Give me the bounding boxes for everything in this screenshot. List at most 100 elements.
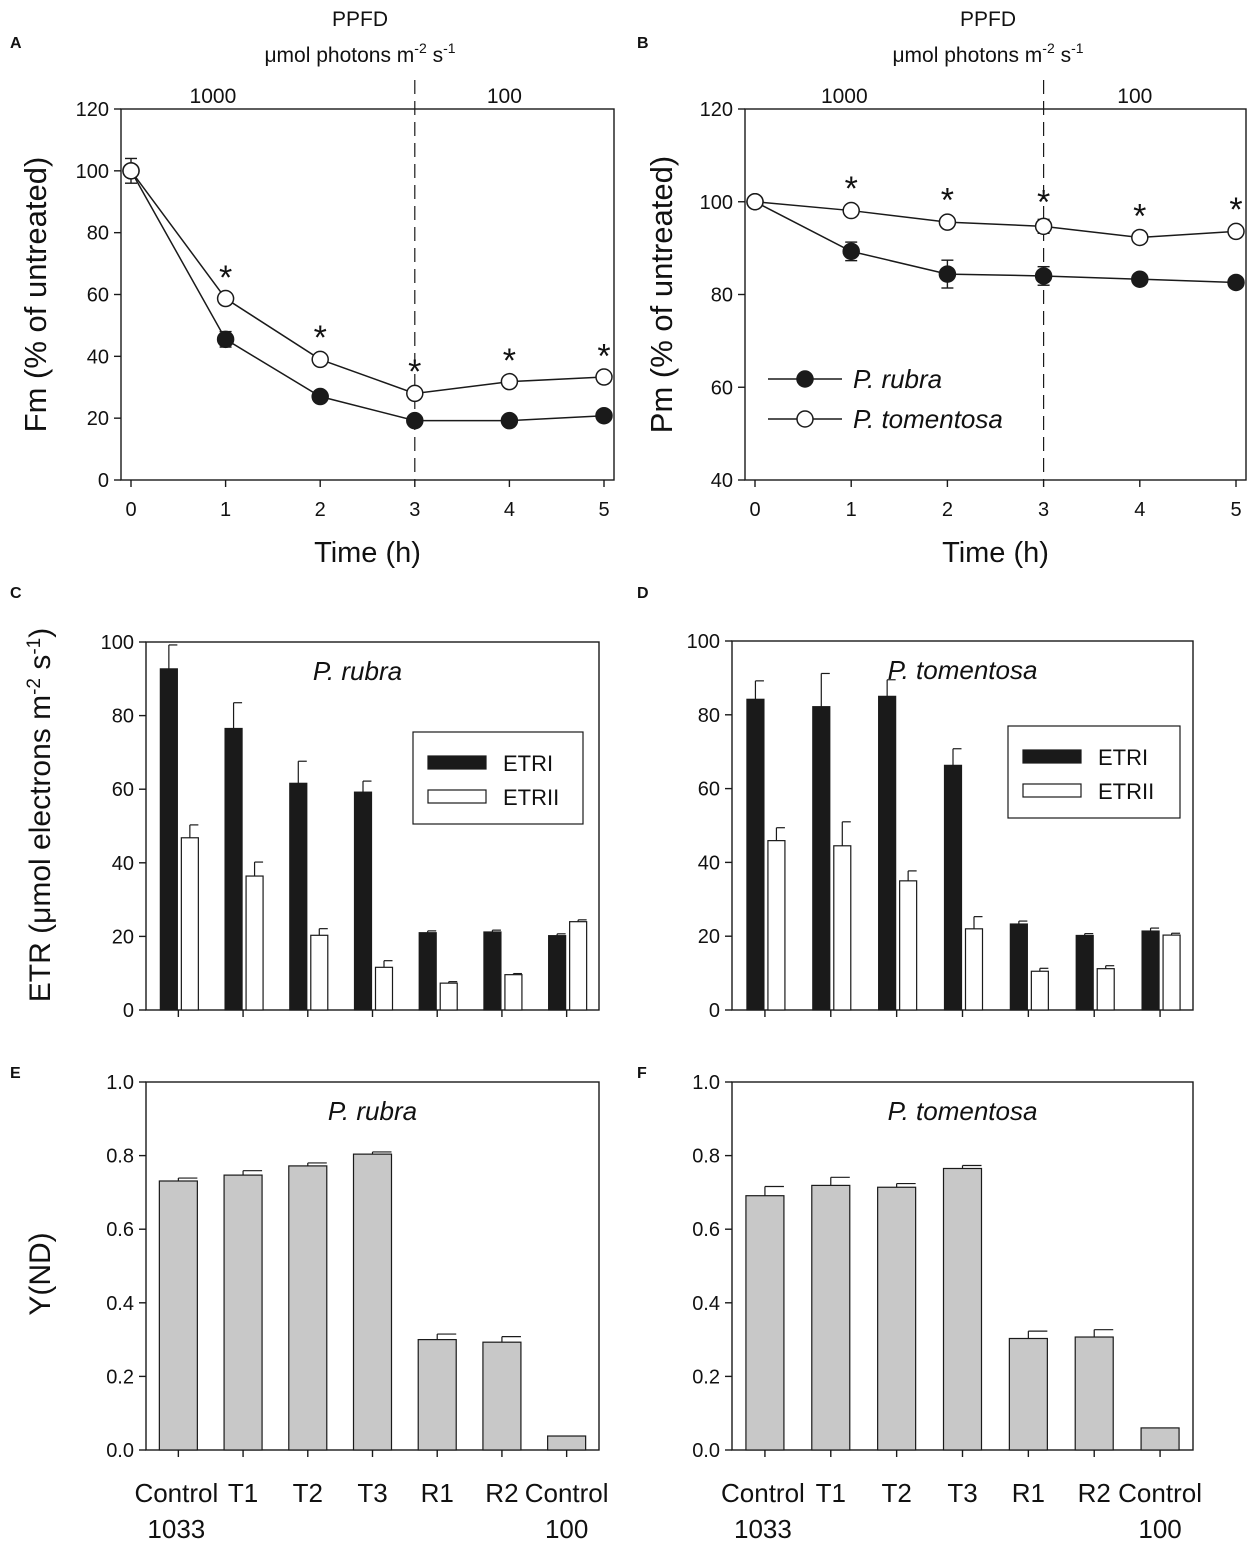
category-label: T1	[228, 1478, 258, 1508]
bar	[767, 840, 786, 1011]
y-tick-label: 80	[711, 285, 733, 307]
chart-panel-c: 0 20 40 60 80 100 P. rubra ETRI ETRII	[101, 632, 600, 1022]
y-tick-label: 0.0	[692, 1440, 720, 1462]
y-tick-label: 0.8	[106, 1146, 134, 1168]
bar	[877, 1186, 917, 1451]
category-label: Control	[525, 1478, 609, 1508]
data-point	[938, 265, 957, 283]
ppfd-header-b: PPFD μmol photons m-2 s-1 1000 100	[821, 8, 1152, 108]
y-tick-label: 1.0	[692, 1072, 720, 1094]
panel-label-d: D	[637, 585, 649, 602]
y-tick-label: 0	[98, 470, 109, 492]
data-point	[216, 330, 235, 349]
category-label: 100	[1138, 1514, 1181, 1544]
ppfd-title: PPFD	[332, 8, 388, 31]
y-tick-label: 0	[123, 1000, 134, 1022]
data-point	[938, 213, 957, 231]
legend-swatch	[427, 755, 487, 770]
y-tick-label: 120	[76, 99, 109, 121]
bar	[418, 932, 437, 1011]
y-tick-label: 60	[711, 377, 733, 399]
significance-star: *	[219, 259, 232, 297]
ppfd-header-a: PPFD μmol photons m-2 s-1 1000 100	[190, 8, 522, 108]
bar	[417, 1338, 457, 1451]
y-tick-label: 0	[709, 1000, 720, 1022]
data-point	[595, 368, 613, 386]
panel-label-e: E	[10, 1065, 21, 1082]
series-p-tomentosa	[122, 157, 613, 403]
category-label: Control	[721, 1478, 805, 1508]
legend: ETRI ETRII	[412, 731, 584, 825]
plot-frame-d	[731, 640, 1194, 1011]
bar	[159, 668, 178, 1011]
etr-close: )	[24, 628, 57, 638]
series-y-nd-	[158, 1151, 587, 1451]
y-tick-label: 40	[698, 852, 720, 874]
y-tick-label: 0.4	[106, 1293, 134, 1315]
bar	[942, 1167, 983, 1451]
legend-label: ETRII	[503, 785, 559, 810]
chart-panel-f: 0.0 0.2 0.4 0.6 0.8 1.0 P. tomentosa Control 103…	[692, 1072, 1202, 1544]
ppfd-title: PPFD	[960, 8, 1016, 31]
bar	[1074, 1336, 1114, 1451]
x-tick-label: 5	[598, 499, 609, 521]
panel-label-f: F	[637, 1065, 647, 1082]
y-tick-label: 0.2	[692, 1366, 720, 1388]
y-tick-label: 0.0	[106, 1440, 134, 1462]
bar	[158, 1180, 198, 1451]
series-p-tomentosa	[746, 193, 1245, 247]
chart-panel-a: 0 20 40 60 80 100 120 0 1 2 3 4 5 Time (h) Fm (% of un…	[18, 80, 615, 569]
etr-mid: s	[24, 655, 57, 678]
ppfd-level-low: 100	[487, 85, 522, 108]
y-axis-label: Fm (% of untreated)	[18, 157, 53, 433]
ppfd-units: μmol photons m-2 s-1	[264, 40, 455, 67]
ppfd-units-sup: -2	[414, 40, 427, 56]
y-tick-label: 0.6	[106, 1219, 134, 1241]
panel-label-b: B	[637, 35, 649, 52]
y-tick-label: 100	[101, 632, 134, 654]
y-tick-label: 120	[700, 99, 733, 121]
legend-box	[412, 731, 584, 825]
category-label: T3	[947, 1478, 977, 1508]
bar	[289, 782, 308, 1011]
y-tick-label: 0.8	[692, 1146, 720, 1168]
series-line	[130, 170, 605, 422]
bar	[224, 727, 243, 1011]
bar	[964, 928, 984, 1011]
data-point	[842, 242, 860, 261]
series-line	[130, 170, 605, 395]
ppfd-level-high: 1000	[190, 85, 237, 108]
chart-panel-e: 0.0 0.2 0.4 0.6 0.8 1.0 P. rubra Y(ND) Control 10…	[24, 1072, 609, 1544]
x-tick-label: 4	[504, 499, 515, 521]
significance-star: *	[314, 319, 327, 357]
bar	[745, 1195, 785, 1451]
data-point	[311, 350, 329, 369]
x-tick-label: 1	[846, 499, 857, 521]
bar	[180, 837, 199, 1011]
bar	[1030, 970, 1049, 1011]
bar	[504, 974, 523, 1011]
plot-frame-c	[145, 641, 600, 1011]
ppfd-units: μmol photons m-2 s-1	[892, 40, 1083, 67]
y-tick-label: 20	[698, 926, 720, 948]
significance-star: *	[597, 337, 610, 375]
ppfd-units-sup2: -1	[1071, 40, 1084, 56]
bar	[547, 1435, 587, 1451]
series-etrii	[767, 821, 1181, 1011]
category-label: R1	[421, 1478, 454, 1508]
series-y-nd-	[745, 1164, 1180, 1451]
significance-star: *	[503, 342, 516, 380]
legend-label: ETRI	[503, 751, 553, 776]
legend-box	[1007, 725, 1181, 819]
bar	[288, 1165, 328, 1451]
y-tick-label: 20	[87, 408, 109, 430]
legend-marker	[796, 370, 814, 388]
data-point	[746, 193, 764, 211]
legend-label: P. rubra	[853, 364, 942, 394]
chart-panel-b: 40 60 80 100 120 0 1 2 3 4 5 Time (h) Pm (% of untre…	[644, 80, 1247, 569]
data-point	[842, 201, 860, 220]
bar	[482, 1341, 522, 1451]
bar	[352, 1153, 393, 1451]
y-tick-label: 80	[87, 223, 109, 245]
ppfd-units-sup2: -1	[443, 40, 456, 56]
